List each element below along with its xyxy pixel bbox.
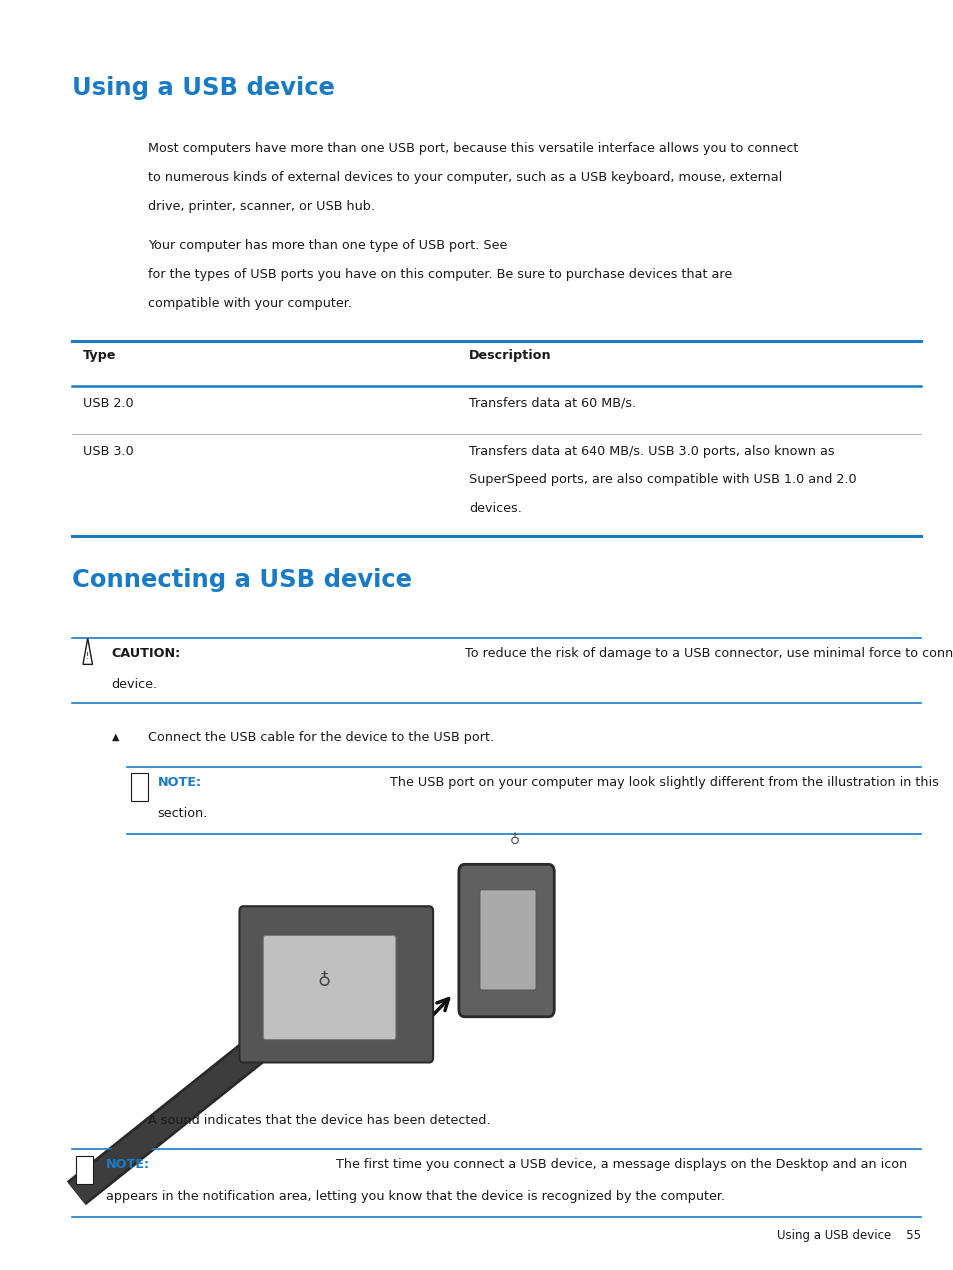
Text: Connecting a USB device: Connecting a USB device [71, 568, 411, 592]
Text: drive, printer, scanner, or USB hub.: drive, printer, scanner, or USB hub. [148, 201, 375, 213]
Text: device.: device. [112, 678, 157, 691]
Text: NOTE:: NOTE: [106, 1158, 150, 1171]
Text: ♁: ♁ [317, 972, 331, 991]
FancyBboxPatch shape [239, 907, 433, 1063]
Text: The first time you connect a USB device, a message displays on the Desktop and a: The first time you connect a USB device,… [324, 1158, 906, 1171]
Text: devices.: devices. [469, 503, 521, 516]
Text: Transfers data at 640 MB/s. USB 3.0 ports, also known as: Transfers data at 640 MB/s. USB 3.0 port… [469, 444, 834, 457]
FancyBboxPatch shape [76, 1156, 93, 1184]
Text: To reduce the risk of damage to a USB connector, use minimal force to connect th: To reduce the risk of damage to a USB co… [456, 646, 953, 660]
Text: ♁: ♁ [510, 833, 519, 847]
Text: Transfers data at 60 MB/s.: Transfers data at 60 MB/s. [469, 396, 636, 410]
FancyBboxPatch shape [263, 936, 395, 1040]
Text: Type: Type [83, 349, 116, 362]
Text: SuperSpeed ports, are also compatible with USB 1.0 and 2.0: SuperSpeed ports, are also compatible wi… [469, 474, 856, 486]
FancyBboxPatch shape [131, 773, 148, 801]
Text: ▲: ▲ [112, 732, 119, 742]
Text: USB 2.0: USB 2.0 [83, 396, 133, 410]
Text: Using a USB device: Using a USB device [71, 76, 335, 100]
Text: USB 3.0: USB 3.0 [83, 444, 133, 457]
Text: The USB port on your computer may look slightly different from the illustration : The USB port on your computer may look s… [377, 776, 938, 789]
Text: Most computers have more than one USB port, because this versatile interface all: Most computers have more than one USB po… [148, 142, 798, 155]
Text: for the types of USB ports you have on this computer. Be sure to purchase device: for the types of USB ports you have on t… [148, 268, 731, 281]
Text: Using a USB device    55: Using a USB device 55 [776, 1229, 920, 1242]
Text: Connect the USB cable for the device to the USB port.: Connect the USB cable for the device to … [148, 732, 494, 744]
Text: Description: Description [469, 349, 552, 362]
Text: NOTE:: NOTE: [157, 776, 201, 789]
Text: A sound indicates that the device has been detected.: A sound indicates that the device has be… [148, 1114, 490, 1126]
Text: compatible with your computer.: compatible with your computer. [148, 297, 352, 310]
Text: Your computer has more than one type of USB port. See: Your computer has more than one type of … [148, 239, 511, 253]
Text: CAUTION:: CAUTION: [112, 646, 181, 660]
Text: !: ! [86, 652, 90, 660]
Text: section.: section. [157, 808, 208, 820]
Text: to numerous kinds of external devices to your computer, such as a USB keyboard, : to numerous kinds of external devices to… [148, 171, 781, 184]
FancyBboxPatch shape [458, 865, 554, 1017]
Text: appears in the notification area, letting you know that the device is recognized: appears in the notification area, lettin… [106, 1190, 724, 1203]
Polygon shape [83, 638, 92, 664]
FancyBboxPatch shape [479, 890, 536, 991]
